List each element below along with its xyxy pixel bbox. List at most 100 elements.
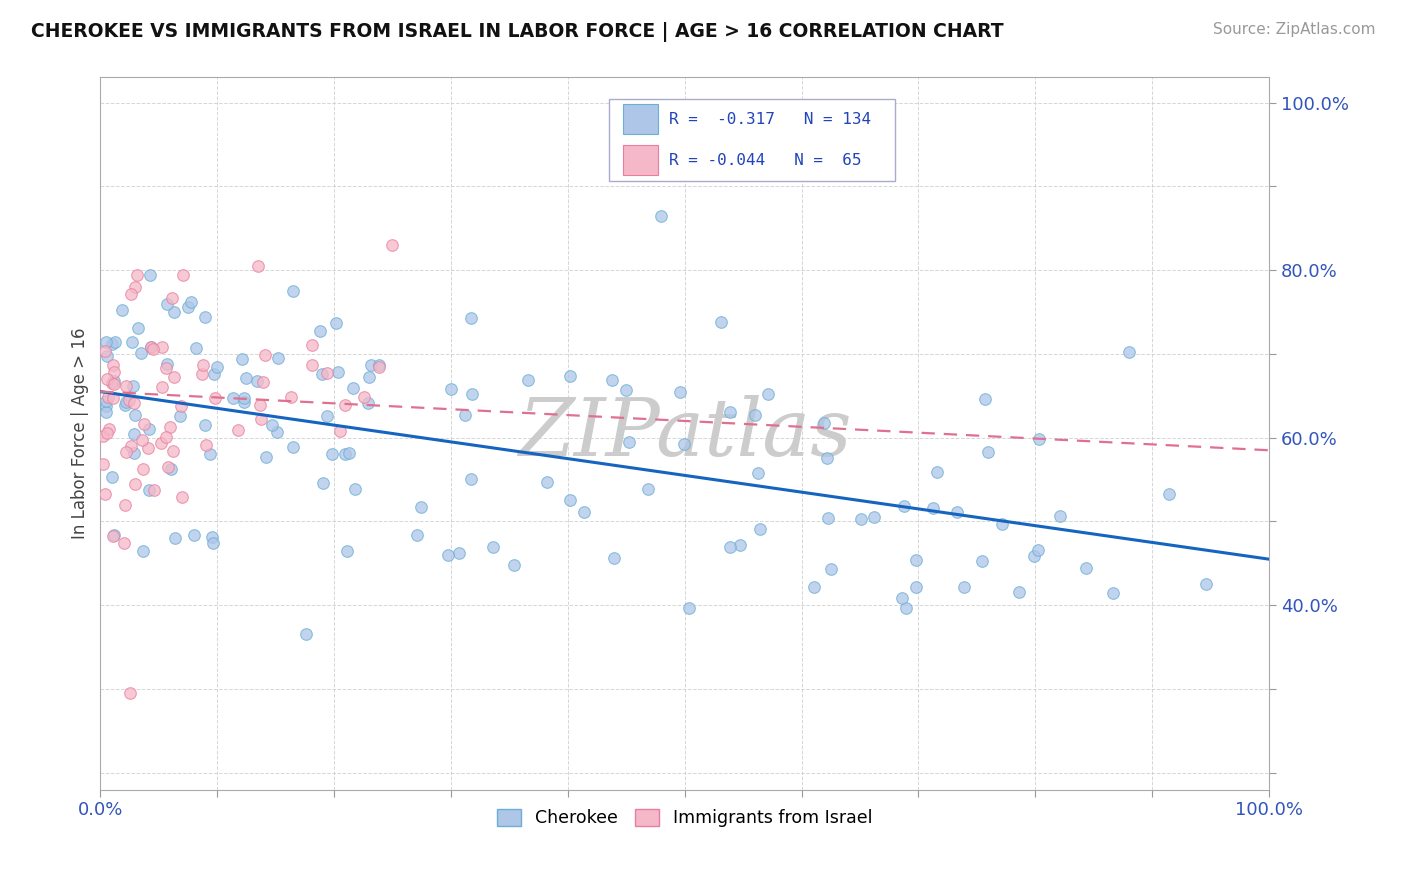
- Point: [246, 374, 269, 388]
- Point: [96, 372, 118, 386]
- Point: [120, 439, 142, 453]
- Point: [803, 580, 825, 594]
- Point: [121, 379, 143, 393]
- Point: [142, 483, 165, 497]
- Point: [129, 346, 152, 360]
- Legend: Cherokee, Immigrants from Israel: Cherokee, Immigrants from Israel: [489, 802, 880, 834]
- Point: [235, 371, 257, 385]
- Point: [136, 442, 159, 456]
- Point: [183, 528, 205, 542]
- Point: [1028, 432, 1050, 446]
- Point: [103, 374, 125, 388]
- Point: [96, 425, 118, 440]
- Point: [118, 393, 141, 408]
- Point: [103, 365, 125, 379]
- Point: [202, 536, 225, 550]
- Point: [1195, 577, 1218, 591]
- Point: [503, 558, 526, 573]
- Point: [101, 391, 124, 405]
- Point: [249, 398, 271, 412]
- Point: [973, 392, 995, 407]
- Point: [138, 483, 160, 497]
- Text: R = -0.044   N =  65: R = -0.044 N = 65: [669, 153, 862, 168]
- Point: [730, 538, 752, 552]
- Point: [326, 365, 349, 379]
- Point: [678, 600, 700, 615]
- Point: [172, 490, 194, 504]
- Point: [177, 300, 200, 314]
- Point: [325, 316, 347, 330]
- Point: [991, 517, 1014, 532]
- Point: [710, 314, 733, 328]
- Point: [339, 446, 361, 460]
- Point: [122, 426, 145, 441]
- Point: [101, 337, 124, 351]
- Point: [125, 268, 148, 282]
- Point: [198, 447, 221, 461]
- Point: [301, 338, 323, 352]
- Point: [127, 321, 149, 335]
- Point: [156, 357, 179, 371]
- Point: [103, 377, 125, 392]
- Point: [247, 259, 270, 273]
- Point: [356, 396, 378, 410]
- Point: [194, 438, 217, 452]
- Point: [120, 286, 142, 301]
- Point: [104, 335, 127, 350]
- Point: [1076, 560, 1098, 574]
- Point: [946, 505, 969, 519]
- Text: CHEROKEE VS IMMIGRANTS FROM ISRAEL IN LABOR FORCE | AGE > 16 CORRELATION CHART: CHEROKEE VS IMMIGRANTS FROM ISRAEL IN LA…: [31, 22, 1004, 42]
- Point: [311, 368, 333, 382]
- Point: [103, 527, 125, 541]
- Point: [100, 470, 122, 484]
- Point: [437, 548, 460, 562]
- Point: [460, 472, 482, 486]
- Point: [718, 405, 741, 419]
- Point: [353, 390, 375, 404]
- Point: [233, 395, 256, 409]
- Point: [252, 375, 274, 389]
- Point: [118, 686, 141, 700]
- Point: [112, 535, 135, 549]
- Point: [114, 498, 136, 512]
- Point: [558, 368, 581, 383]
- Point: [673, 437, 696, 451]
- Point: [904, 553, 927, 567]
- Point: [141, 340, 163, 354]
- Point: [101, 358, 124, 372]
- Point: [231, 352, 253, 367]
- Point: [925, 465, 948, 479]
- Point: [115, 395, 138, 409]
- Point: [1118, 344, 1140, 359]
- Bar: [623, 145, 658, 175]
- Point: [972, 554, 994, 568]
- Point: [159, 420, 181, 434]
- Point: [863, 510, 886, 524]
- Point: [191, 367, 214, 381]
- Point: [124, 409, 146, 423]
- Point: [921, 500, 943, 515]
- Point: [96, 399, 118, 413]
- Point: [121, 334, 143, 349]
- Point: [132, 417, 155, 432]
- Point: [155, 361, 177, 376]
- Point: [101, 528, 124, 542]
- Point: [321, 447, 343, 461]
- Point: [160, 291, 183, 305]
- Point: [250, 411, 273, 425]
- Point: [97, 390, 120, 404]
- Point: [440, 382, 463, 396]
- Point: [266, 425, 288, 440]
- Point: [1102, 585, 1125, 599]
- Point: [460, 311, 482, 326]
- Bar: [609, 99, 896, 181]
- Point: [141, 339, 163, 353]
- Point: [281, 284, 304, 298]
- Point: [150, 340, 173, 354]
- Point: [1026, 542, 1049, 557]
- Point: [163, 369, 186, 384]
- Point: [813, 416, 835, 430]
- Point: [359, 369, 381, 384]
- Point: [1008, 584, 1031, 599]
- Point: [1024, 549, 1046, 563]
